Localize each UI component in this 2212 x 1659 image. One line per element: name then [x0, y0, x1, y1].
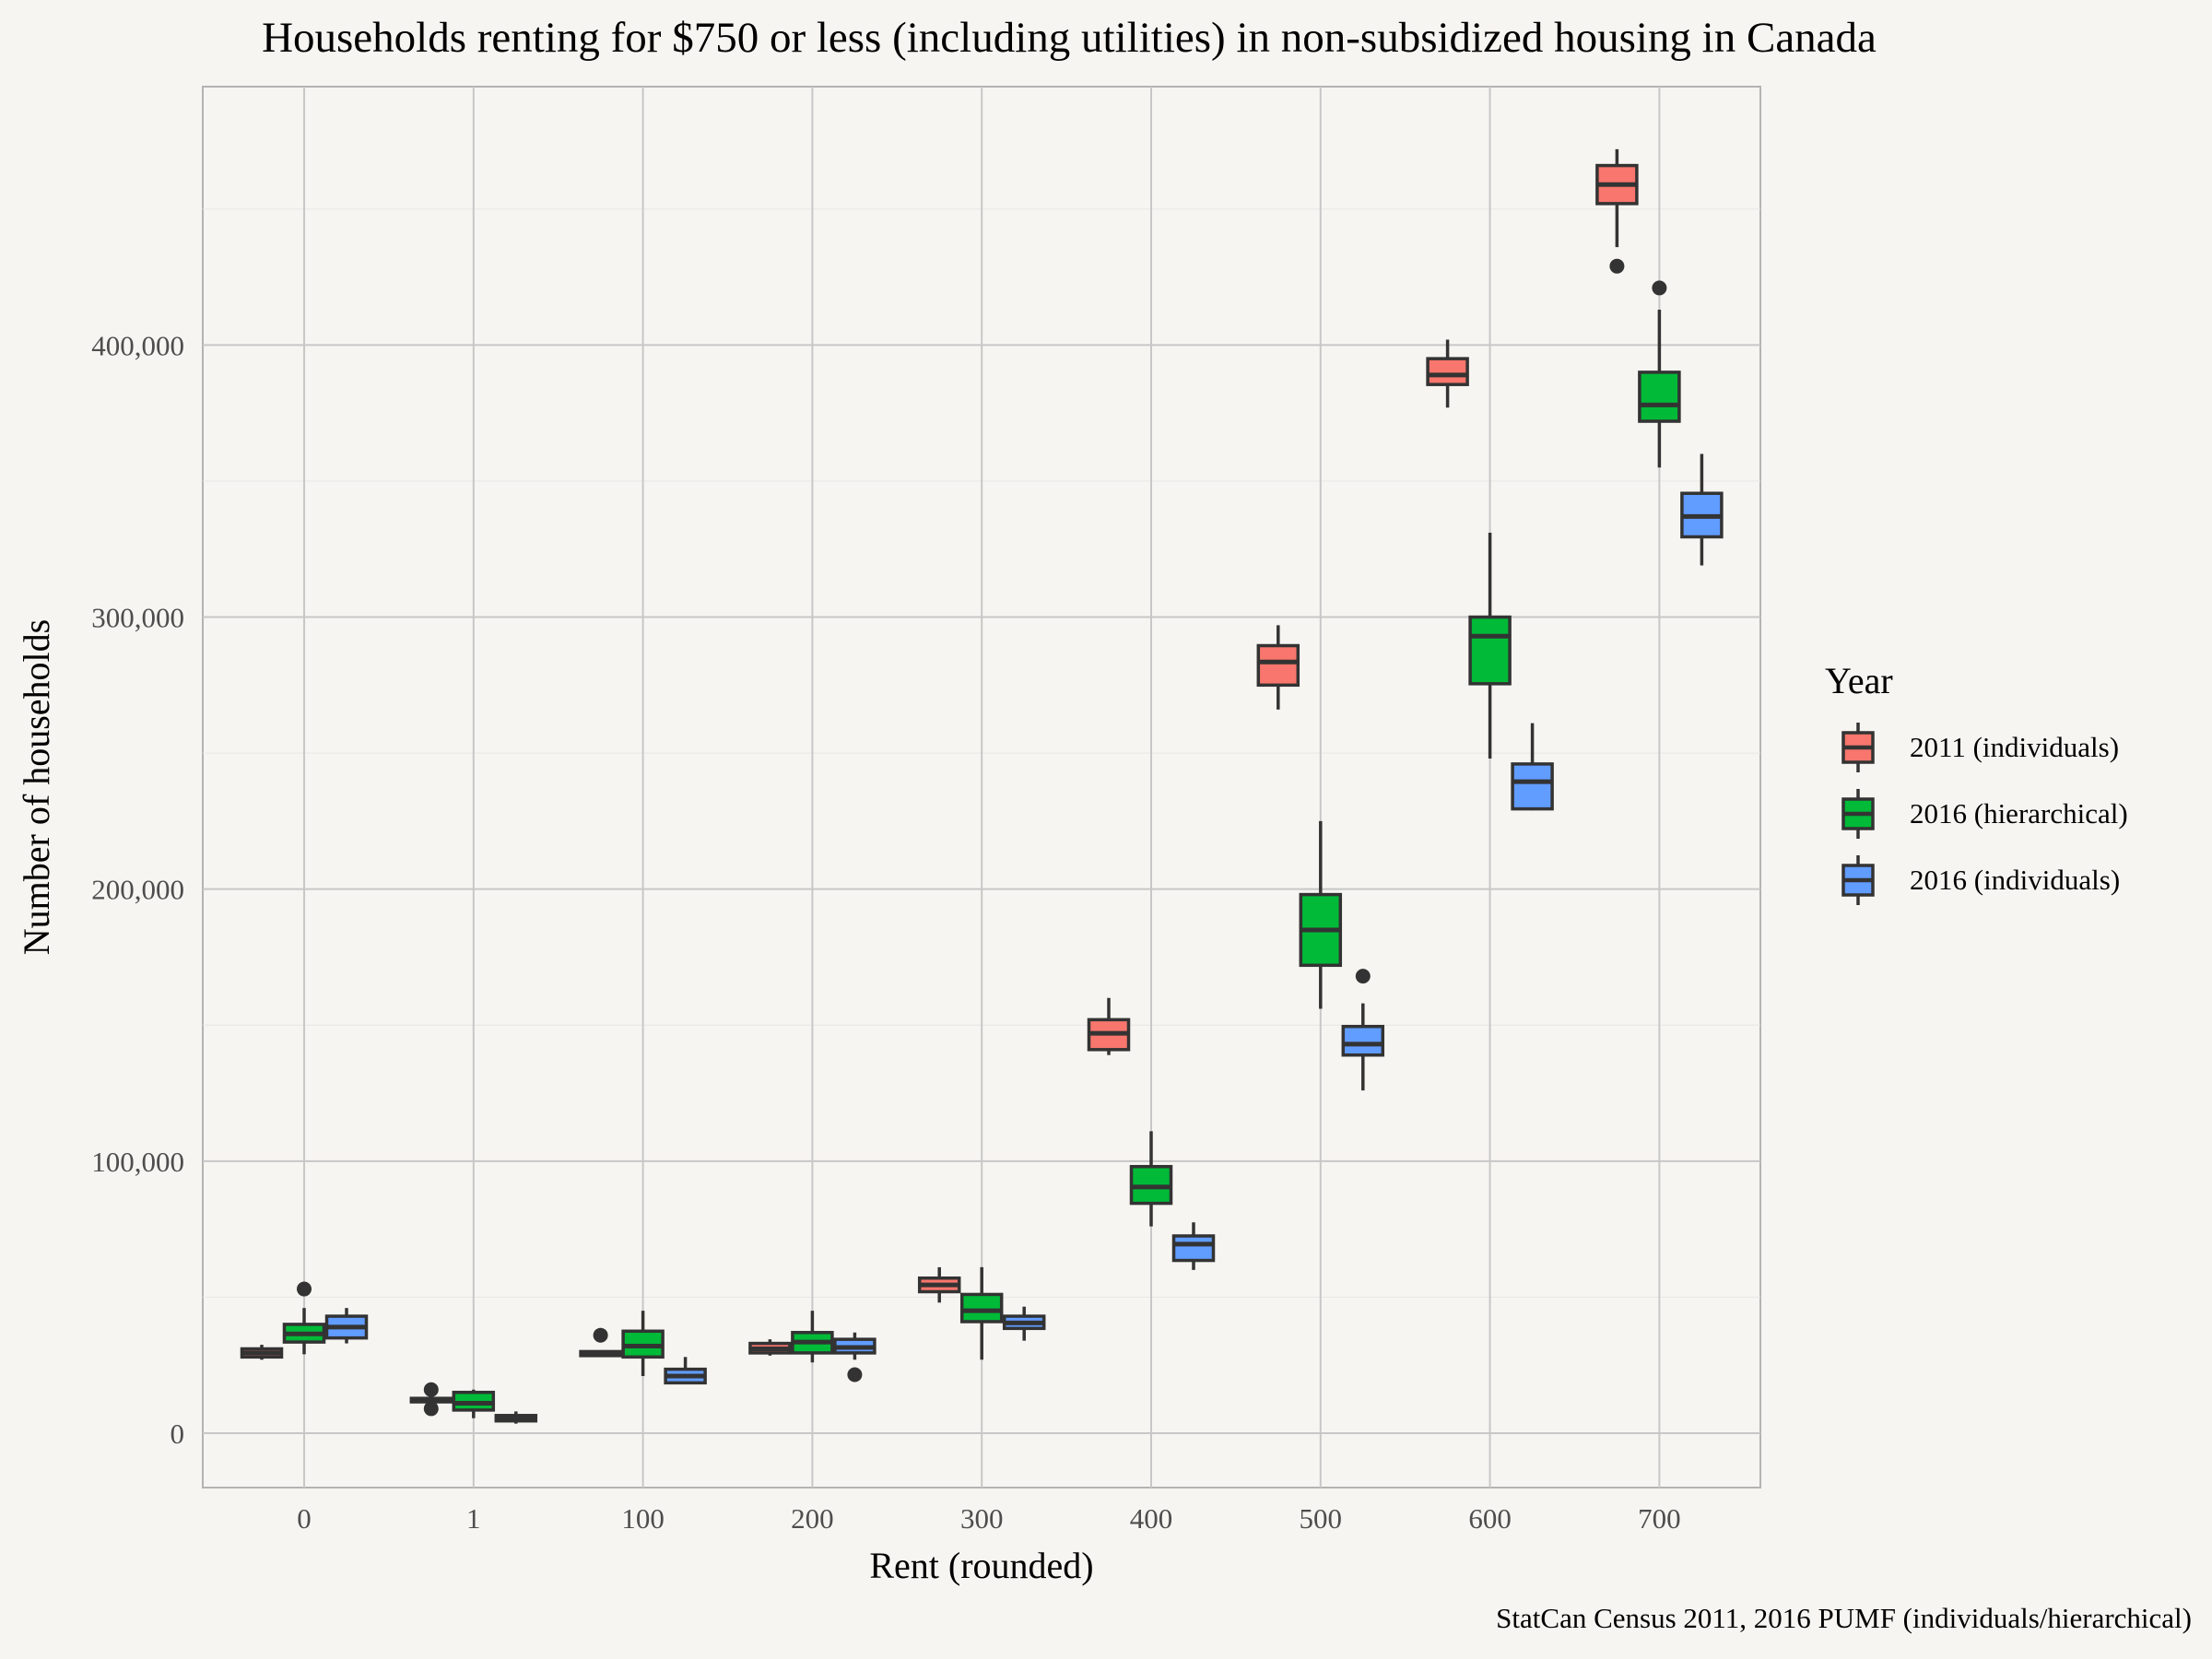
box-outlier-point [847, 1367, 863, 1382]
box-iqr [1511, 762, 1554, 811]
y-tick-labels: 0 100,000 200,000 300,000 400,000 [91, 329, 184, 1450]
box-2-2 [664, 1357, 707, 1385]
box-7-2 [1511, 723, 1554, 811]
box-1-2 [494, 1411, 538, 1424]
x-tick-label: 200 [791, 1502, 834, 1535]
box-outlier-point [297, 1281, 312, 1297]
box-3-2 [833, 1332, 877, 1382]
y-axis-title: Number of households [16, 619, 57, 955]
box-iqr [1341, 1024, 1385, 1057]
x-axis-title: Rent (rounded) [869, 1545, 1093, 1586]
box-8-2 [1680, 453, 1724, 566]
x-tick-label: 600 [1468, 1502, 1512, 1535]
box-3-0 [748, 1339, 792, 1356]
box-0-0 [240, 1345, 284, 1360]
box-6-1 [1299, 820, 1343, 1009]
box-5-2 [1171, 1222, 1216, 1270]
box-0-2 [324, 1308, 369, 1344]
box-iqr [1426, 357, 1469, 386]
box-1-0 [409, 1382, 453, 1417]
box-4-2 [1002, 1306, 1046, 1341]
box-iqr [1638, 371, 1681, 423]
x-tick-label: 1 [466, 1502, 481, 1535]
box-iqr [1468, 615, 1512, 686]
legend-key [1825, 714, 1891, 781]
box-0-1 [282, 1281, 326, 1355]
box-outlier-point [1609, 258, 1625, 274]
box-8-1 [1638, 280, 1681, 468]
box-5-1 [1129, 1131, 1173, 1227]
y-tick-label: 100,000 [91, 1146, 184, 1178]
x-tick-label: 0 [297, 1502, 312, 1535]
box-6-0 [1256, 625, 1300, 710]
y-tick-label: 400,000 [91, 329, 184, 361]
box-4-0 [917, 1266, 961, 1303]
box-5-0 [1087, 997, 1131, 1055]
legend-key [1825, 781, 1891, 847]
box-outlier-point [423, 1401, 439, 1417]
box-iqr [959, 1292, 1004, 1324]
box-8-0 [1595, 148, 1639, 274]
box-4-1 [959, 1266, 1004, 1360]
box-7-0 [1426, 339, 1469, 408]
x-tick-label: 500 [1300, 1502, 1343, 1535]
box-3-1 [791, 1311, 834, 1363]
x-tick-labels: 0 1 100 200 300 400 500 600 700 [297, 1502, 1680, 1535]
y-tick-label: 200,000 [91, 874, 184, 906]
chart-title: Households renting for $750 or less (inc… [262, 14, 1877, 62]
box-1-1 [452, 1389, 496, 1418]
box-outlier-point [593, 1327, 608, 1343]
y-tick-label: 300,000 [91, 602, 184, 634]
box-7-1 [1468, 533, 1512, 759]
legend-label: 2016 (individuals) [1910, 864, 2120, 896]
major-gridlines [203, 87, 1760, 1488]
chart-caption: StatCan Census 2011, 2016 PUMF (individu… [1496, 1602, 2192, 1634]
box-2-0 [579, 1327, 622, 1358]
legend-label: 2016 (hierarchical) [1910, 797, 2128, 830]
legend-key [1825, 847, 1891, 913]
legend-title: Year [1825, 660, 1893, 701]
x-tick-label: 700 [1638, 1502, 1681, 1535]
y-tick-label: 0 [171, 1418, 185, 1450]
box-iqr [1256, 643, 1300, 688]
box-outlier-point [1652, 280, 1667, 296]
box-series [240, 148, 1724, 1424]
box-6-2 [1341, 969, 1385, 1091]
legend: Year 2011 (individuals) 2016 (hierarchica… [1825, 660, 2128, 913]
box-outlier-point [1355, 969, 1371, 984]
box-2-1 [621, 1311, 665, 1376]
legend-label: 2011 (individuals) [1910, 731, 2119, 763]
x-tick-label: 300 [960, 1502, 1004, 1535]
x-tick-label: 100 [621, 1502, 665, 1535]
box-iqr [1171, 1234, 1216, 1263]
box-outlier-point [423, 1382, 439, 1397]
x-tick-label: 400 [1130, 1502, 1173, 1535]
